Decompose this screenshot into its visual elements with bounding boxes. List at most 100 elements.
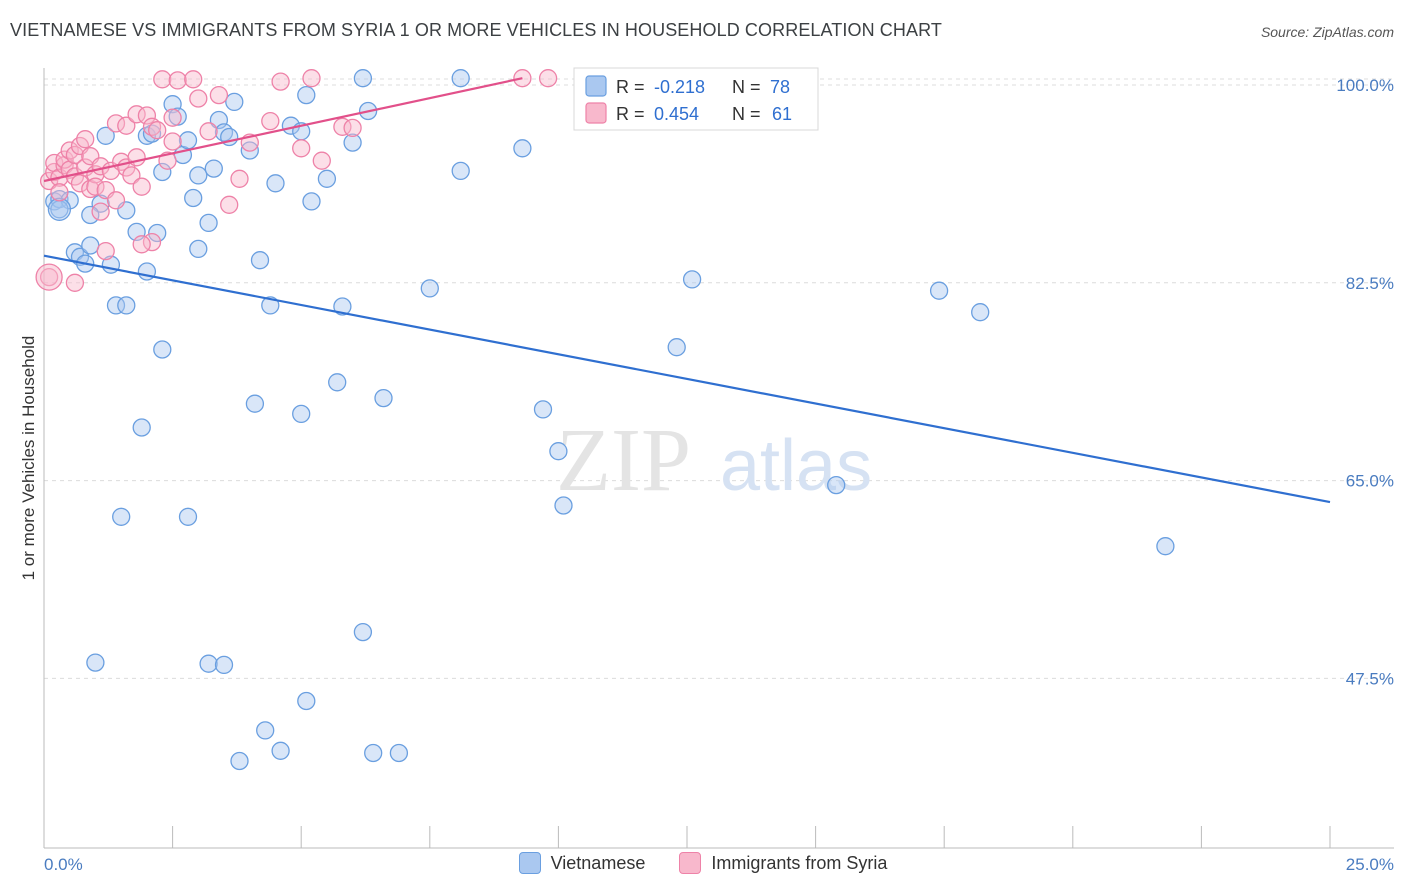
legend-r-label-1: R = bbox=[616, 77, 645, 97]
vietnamese-point-30 bbox=[225, 92, 244, 112]
syria-point-28 bbox=[122, 166, 141, 185]
syria-point-46 bbox=[230, 169, 249, 188]
bottom-legend: Vietnamese Immigrants from Syria bbox=[0, 852, 1406, 874]
syria-point-9 bbox=[65, 145, 85, 165]
legend-swatch-syria bbox=[585, 102, 607, 124]
syria-point-33 bbox=[142, 117, 162, 136]
y-tick-label-1: 82.5% bbox=[1346, 274, 1394, 293]
vietnamese-point-53 bbox=[554, 496, 573, 515]
syria-point-40 bbox=[168, 71, 187, 90]
syria-point-39 bbox=[163, 132, 182, 151]
vietnamese-trend-line bbox=[43, 254, 1331, 504]
vietnamese-point-6 bbox=[81, 236, 100, 255]
vietnamese-point-45 bbox=[353, 69, 373, 88]
vietnamese-point-8 bbox=[96, 126, 115, 145]
legend-icon-vietnamese bbox=[518, 852, 541, 874]
chart-title: VIETNAMESE VS IMMIGRANTS FROM SYRIA 1 OR… bbox=[10, 20, 942, 40]
syria-point-24 bbox=[106, 191, 126, 210]
vietnamese-point-61 bbox=[112, 507, 131, 526]
legend-n-value-2: 61 bbox=[772, 104, 792, 124]
vietnamese-point-40 bbox=[302, 192, 321, 211]
vietnamese-point-76 bbox=[189, 239, 208, 259]
syria-point-35 bbox=[148, 121, 167, 140]
legend-r-value-1: -0.218 bbox=[654, 77, 705, 97]
syria-point-48 bbox=[261, 111, 280, 131]
watermark-atlas: atlas bbox=[720, 426, 872, 506]
vietnamese-point-15 bbox=[142, 124, 162, 143]
vietnamese-point-51 bbox=[533, 400, 553, 419]
syria-trend-line bbox=[43, 77, 523, 183]
vietnamese-point-75 bbox=[81, 205, 100, 225]
vietnamese-point-50 bbox=[513, 139, 532, 158]
vietnamese-point-23 bbox=[184, 188, 203, 208]
series-syria-points bbox=[35, 69, 558, 292]
vietnamese-point-71 bbox=[364, 743, 383, 763]
vietnamese-point-49 bbox=[451, 69, 470, 88]
axes bbox=[43, 68, 1394, 849]
vietnamese-point-41 bbox=[317, 169, 337, 188]
syria-point-32 bbox=[137, 106, 157, 125]
vietnamese-point-48 bbox=[451, 161, 470, 181]
vietnamese-point-54 bbox=[667, 338, 686, 357]
syria-point-31 bbox=[132, 177, 151, 196]
vietnamese-point-55 bbox=[682, 270, 702, 289]
syria-point-51 bbox=[302, 69, 321, 88]
syria-point-59 bbox=[132, 235, 151, 254]
watermark-zip: ZIP bbox=[556, 411, 691, 510]
legend-box: R = -0.218 N = 78 R = 0.454 N = 61 bbox=[573, 67, 819, 131]
x-tick-label-max: 25.0% bbox=[1346, 855, 1394, 874]
legend-n-label-2: N = bbox=[732, 104, 761, 124]
x-tick-label-min: 0.0% bbox=[44, 855, 83, 874]
syria-point-43 bbox=[199, 122, 218, 141]
vietnamese-point-18 bbox=[153, 340, 172, 359]
legend-n-value-1: 78 bbox=[770, 77, 790, 97]
vietnamese-point-62 bbox=[178, 507, 198, 526]
syria-point-6 bbox=[55, 150, 74, 169]
vietnamese-point-25 bbox=[199, 213, 218, 233]
syria-point-60 bbox=[91, 202, 110, 221]
vietnamese-point-22 bbox=[178, 131, 198, 150]
vietnamese-point-66 bbox=[353, 622, 373, 642]
trend-lines bbox=[43, 77, 1331, 504]
syria-point-56 bbox=[538, 69, 558, 88]
syria-point-41 bbox=[184, 70, 203, 89]
y-tick-labels: 100.0% 82.5% 65.0% 47.5% bbox=[1336, 76, 1394, 688]
legend-frame bbox=[573, 67, 819, 131]
syria-point-45 bbox=[220, 195, 239, 214]
gridlines bbox=[44, 78, 1394, 679]
y-tick-label-3: 47.5% bbox=[1346, 669, 1394, 688]
watermark: ZIP atlas bbox=[556, 411, 872, 510]
syria-point-38 bbox=[163, 108, 182, 127]
legend-item-vietnamese: Vietnamese bbox=[518, 852, 645, 874]
vietnamese-point-43 bbox=[333, 297, 352, 316]
vietnamese-point-63 bbox=[86, 653, 105, 672]
y-tick-label-0: 100.0% bbox=[1336, 76, 1394, 95]
syria-point-50 bbox=[292, 139, 311, 158]
legend-icon-syria bbox=[679, 852, 702, 874]
vietnamese-point-52 bbox=[549, 442, 568, 461]
syria-point-4 bbox=[50, 183, 69, 202]
series-vietnamese-points bbox=[45, 69, 1175, 771]
vietnamese-point-72 bbox=[389, 743, 409, 763]
vietnamese-point-38 bbox=[292, 404, 311, 424]
syria-point-21 bbox=[96, 241, 115, 261]
syria-point-large bbox=[35, 263, 63, 291]
y-axis-title: 1 or more Vehicles in Household bbox=[19, 336, 38, 581]
vietnamese-point-11 bbox=[117, 296, 136, 315]
syria-point-58 bbox=[65, 273, 85, 292]
legend-n-label-1: N = bbox=[732, 77, 761, 97]
vietnamese-point-68 bbox=[256, 721, 275, 740]
syria-point-18 bbox=[86, 177, 105, 196]
x-ticks bbox=[43, 826, 1331, 848]
legend-item-syria: Immigrants from Syria bbox=[679, 852, 887, 874]
syria-point-49 bbox=[271, 72, 290, 91]
vietnamese-point-77 bbox=[420, 279, 439, 298]
vietnamese-point-32 bbox=[245, 394, 265, 413]
vietnamese-point-64 bbox=[199, 654, 218, 673]
legend-r-label-2: R = bbox=[616, 104, 645, 124]
vietnamese-point-57 bbox=[929, 281, 949, 300]
vietnamese-point-44 bbox=[343, 133, 362, 152]
syria-point-42 bbox=[189, 89, 208, 108]
vietnamese-point-10 bbox=[106, 296, 126, 315]
